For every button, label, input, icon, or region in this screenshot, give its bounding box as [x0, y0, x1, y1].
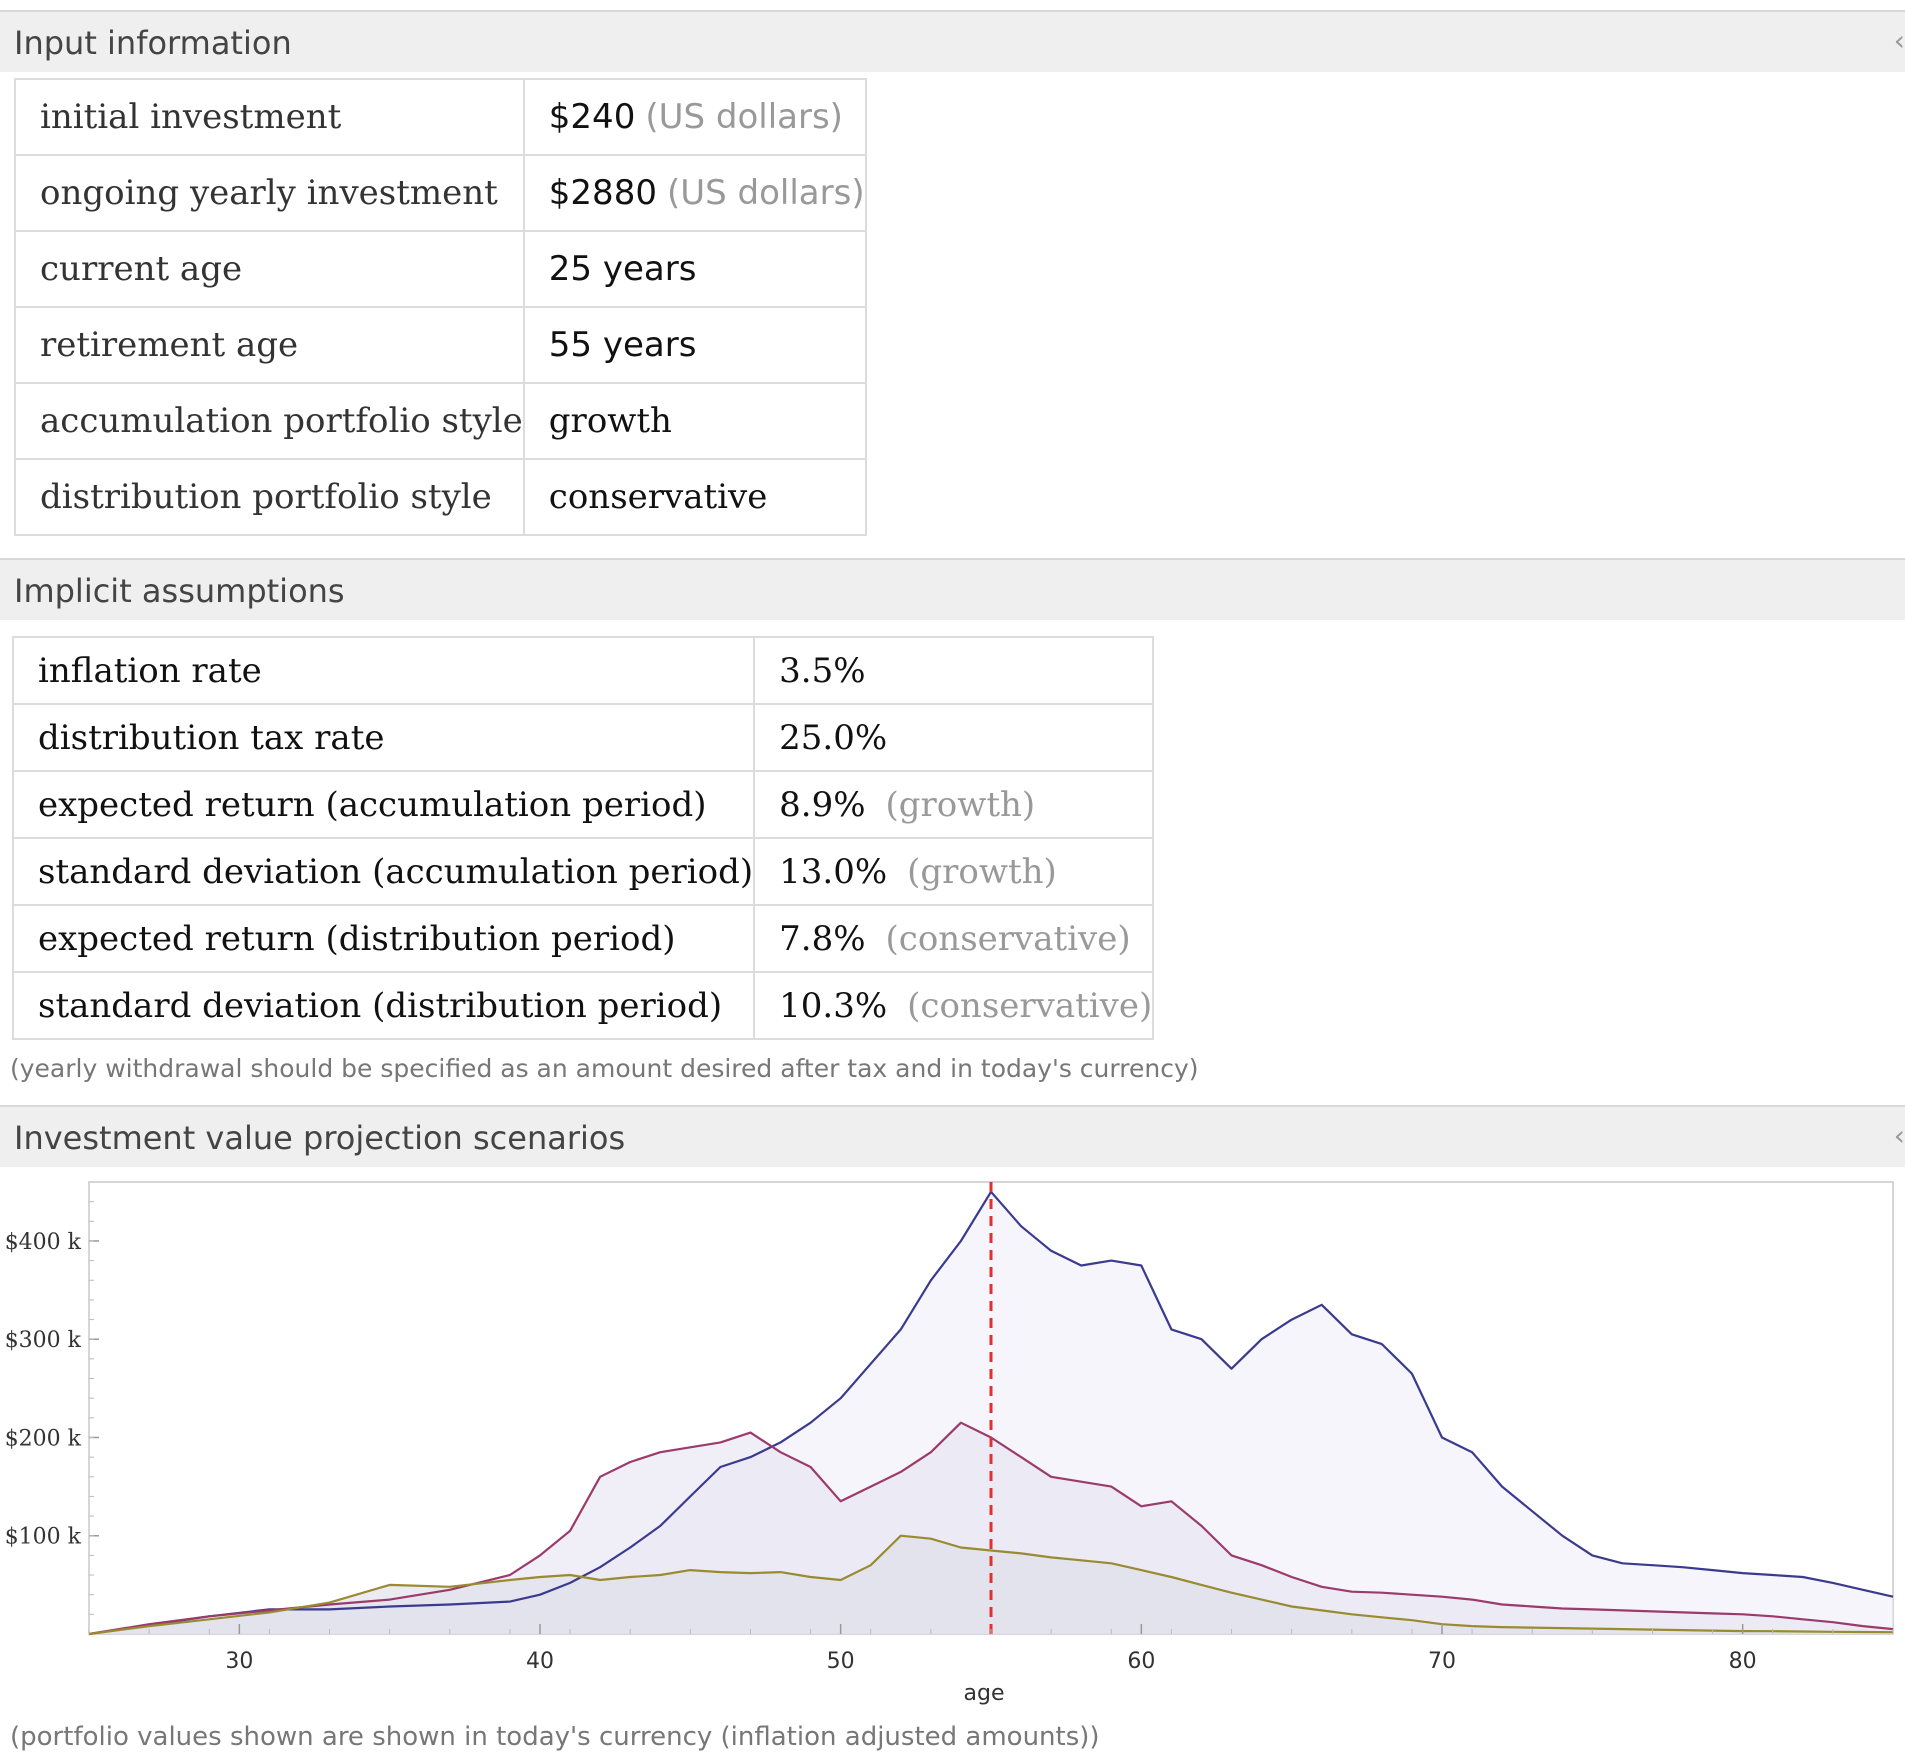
currency-note: (portfolio values shown are shown in tod… — [10, 1722, 1100, 1752]
assumption-label: inflation rate — [11, 636, 756, 705]
pod-options-icon[interactable]: ‹ — [1893, 1119, 1905, 1152]
value-text: 13.0% — [779, 851, 888, 892]
value-text: 10.3% — [779, 985, 888, 1026]
input-value: $240 (US dollars) — [522, 78, 867, 156]
pod-title-input-information: Input information — [14, 24, 292, 62]
value-unit: (conservative) — [907, 985, 1153, 1026]
assumption-value: 7.8% (conservative) — [753, 904, 1155, 973]
assumption-label: standard deviation (accumulation period) — [11, 837, 756, 906]
x-tick-label: 80 — [1729, 1649, 1757, 1674]
series-line-2 — [88, 1421, 1894, 1636]
assumption-value: 8.9% (growth) — [753, 770, 1155, 839]
value-unit: (growth) — [885, 784, 1036, 825]
value-unit: (US dollars) — [666, 173, 865, 213]
series-line-1 — [88, 1190, 1894, 1636]
value-text: 7.8% — [779, 918, 866, 959]
projection-header: Investment value projection scenarios ‹ — [0, 1105, 1905, 1167]
input-label: ongoing yearly investment — [14, 154, 525, 232]
assumption-label: expected return (accumulation period) — [11, 770, 756, 839]
y-tick-label: $300 k — [5, 1328, 82, 1353]
input-information-header: Input information ‹ — [0, 10, 1905, 72]
x-tick-label: 30 — [225, 1649, 253, 1674]
x-axis-label: age — [964, 1681, 1005, 1706]
input-label: initial investment — [14, 78, 525, 156]
pod-title-projection: Investment value projection scenarios — [14, 1119, 626, 1157]
input-label: retirement age — [14, 306, 525, 384]
value-text: 25.0% — [779, 717, 888, 758]
input-label: current age — [14, 230, 525, 308]
value-unit: (growth) — [907, 851, 1057, 892]
assumption-label: standard deviation (distribution period) — [11, 971, 756, 1040]
y-tick-label: $100 k — [5, 1525, 82, 1550]
value-unit: (conservative) — [885, 918, 1131, 959]
y-tick-label: $400 k — [5, 1230, 82, 1255]
input-label: accumulation portfolio style — [14, 382, 525, 460]
pod-title-implicit-assumptions: Implicit assumptions — [14, 572, 345, 610]
assumption-value: 13.0% (growth) — [753, 837, 1155, 906]
x-tick-label: 40 — [526, 1649, 554, 1674]
value-text: 8.9% — [779, 784, 866, 825]
value-text: $2880 — [548, 173, 657, 213]
input-value: conservative — [522, 458, 867, 536]
x-tick-label: 50 — [827, 1649, 855, 1674]
series-line-3 — [88, 1534, 1894, 1636]
x-tick-label: 60 — [1127, 1649, 1155, 1674]
input-label: distribution portfolio style — [14, 458, 525, 536]
implicit-assumptions-table: inflation rate 3.5% distribution tax rat… — [11, 636, 1155, 1040]
assumption-label: expected return (distribution period) — [11, 904, 756, 973]
input-value: 25 years — [522, 230, 867, 308]
series-area-3 — [89, 1535, 1893, 1634]
pod-options-icon[interactable]: ‹ — [1893, 24, 1905, 57]
value-unit: (US dollars) — [645, 97, 843, 137]
y-tick-label: $200 k — [5, 1426, 82, 1451]
x-tick-label: 70 — [1428, 1649, 1456, 1674]
withdrawal-note: (yearly withdrawal should be specified a… — [10, 1054, 1199, 1083]
assumption-value: 3.5% — [753, 636, 1155, 705]
implicit-assumptions-header: Implicit assumptions — [0, 558, 1905, 620]
projection-chart: 30 40 50 60 70 80 $100 k $200 k $300 k $400 k age — [5, 1181, 1894, 1706]
value-text: 3.5% — [779, 650, 866, 691]
assumption-value: 25.0% — [753, 703, 1155, 772]
input-value: 55 years — [522, 306, 867, 384]
input-value: $2880 (US dollars) — [522, 154, 867, 232]
input-value: growth — [522, 382, 867, 460]
assumption-value: 10.3% (conservative) — [753, 971, 1155, 1040]
assumption-label: distribution tax rate — [11, 703, 756, 772]
value-text: $240 — [548, 97, 636, 137]
input-information-table: initial investment $240 (US dollars) ongo… — [14, 78, 867, 536]
